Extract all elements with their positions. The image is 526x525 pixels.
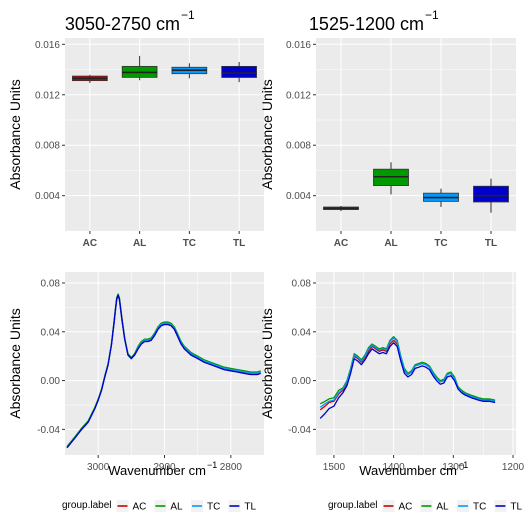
x-axis-label-c-text: Wavenumber cm [108, 463, 206, 478]
x-tick-labels-a: AC AL TC TL [83, 231, 245, 249]
x-tick-label: AL [384, 238, 397, 249]
x-tick-label: 1500 [323, 462, 346, 473]
y-tick-label: 0.004 [35, 191, 60, 202]
box-tl [473, 178, 509, 213]
y-tick-label: 0.012 [286, 90, 311, 101]
box-iqr [473, 185, 509, 203]
y-tick-labels-b: 0.004 0.008 0.012 0.016 [286, 40, 316, 202]
x-tick-label: TL [233, 238, 245, 249]
legend-label-tl: TL [510, 502, 522, 513]
x-tick-label: 2900 [153, 462, 176, 473]
x-tick-labels-d: 1500 1400 1300 1200 [323, 455, 525, 473]
chart-title-a-text: 3050-2750 cm [65, 14, 180, 34]
spectrum-lines-d [319, 336, 496, 419]
y-tick-label: 0.016 [286, 40, 311, 51]
legend-title-c: group.label [62, 500, 111, 511]
chart-title-b-text: 1525-1200 cm [309, 14, 424, 34]
box-al [121, 55, 158, 81]
legend-label-tl: TL [244, 502, 256, 513]
x-tick-label: 2800 [220, 462, 243, 473]
box-tl [221, 61, 257, 83]
legend-label-al: AL [170, 502, 183, 513]
spectrum-line-tc [319, 337, 496, 408]
x-tick-label: AL [133, 238, 146, 249]
box-tc [423, 188, 459, 208]
legend-title-d: group.label [328, 500, 377, 511]
y-tick-labels-d: -0.04 0.00 0.04 0.08 [288, 278, 316, 436]
x-tick-label: TC [434, 238, 447, 249]
x-tick-label: TL [485, 238, 497, 249]
y-tick-labels-c: -0.04 0.00 0.04 0.08 [37, 278, 65, 436]
spectrum-panel-c: -0.04 0.00 0.04 0.08 3000 2900 2800 Absorbanc… [7, 272, 264, 513]
chart-title-a: 3050-2750 cm −1 [65, 8, 195, 34]
x-tick-labels-b: AC AL TC TL [334, 231, 497, 249]
box-marks-b [323, 162, 509, 213]
y-tick-label: 0.04 [292, 327, 312, 338]
chart-title-b-superscript: −1 [425, 8, 439, 22]
x-tick-label: 1300 [442, 462, 465, 473]
spectrum-lines-c [66, 293, 261, 449]
x-tick-label: 1200 [502, 462, 525, 473]
y-tick-label: 0.00 [292, 376, 312, 387]
box-ac [323, 206, 359, 212]
legend-label-ac: AC [132, 502, 146, 513]
legend-label-tc: TC [207, 502, 220, 513]
x-axis-label-d: Wavenumber cm −1 [359, 460, 468, 478]
x-tick-label: AC [334, 238, 348, 249]
x-tick-label: TC [183, 238, 196, 249]
y-tick-labels-a: 0.004 0.008 0.012 0.016 [35, 40, 65, 202]
x-axis-label-d-text: Wavenumber cm [359, 463, 457, 478]
y-tick-label: 0.08 [292, 278, 312, 289]
box-ac [72, 74, 108, 84]
plot-panel-d [316, 272, 516, 455]
y-tick-label: 0.012 [35, 90, 60, 101]
grid-lines-d [316, 272, 516, 455]
x-tick-label: AC [83, 238, 97, 249]
chart-title-b: 1525-1200 cm −1 [309, 8, 439, 34]
spectrum-line-tl [66, 294, 261, 449]
legend-label-ac: AC [398, 502, 412, 513]
y-tick-label: 0.008 [35, 141, 60, 152]
box-al [373, 162, 409, 195]
y-tick-label: 0.008 [286, 141, 311, 152]
box-marks-a [72, 55, 257, 84]
x-tick-label: 3000 [87, 462, 110, 473]
legend-c: group.label AC AL TC TL [62, 500, 257, 513]
y-tick-label: -0.04 [37, 425, 60, 436]
x-axis-label-c: Wavenumber cm −1 [108, 460, 217, 478]
y-tick-label: 0.04 [41, 327, 61, 338]
box-tc [171, 63, 208, 79]
legend-label-tc: TC [473, 502, 486, 513]
x-tick-label: 1400 [382, 462, 405, 473]
x-axis-label-d-superscript: −1 [458, 460, 468, 470]
y-axis-label-b: Absorbance Units [259, 79, 275, 190]
y-axis-label-c: Absorbance Units [7, 308, 23, 419]
y-tick-label: 0.00 [41, 376, 61, 387]
y-tick-label: 0.08 [41, 278, 61, 289]
legend-label-al: AL [436, 502, 449, 513]
grid-lines-b [316, 38, 516, 231]
spectrum-line-tl [319, 342, 496, 419]
chart-title-a-superscript: −1 [181, 8, 195, 22]
grid-lines-c [65, 272, 264, 455]
y-axis-label-d: Absorbance Units [259, 308, 275, 419]
box-iqr [221, 65, 257, 78]
spectrum-panel-d: -0.04 0.00 0.04 0.08 1500 1400 1300 1200 Absor… [259, 272, 525, 513]
x-axis-label-c-superscript: −1 [207, 460, 217, 470]
y-tick-label: 0.004 [286, 191, 311, 202]
y-axis-label-a: Absorbance Units [7, 79, 23, 190]
y-tick-label: -0.04 [288, 425, 311, 436]
legend-d: group.label AC AL TC TL [328, 500, 523, 513]
y-tick-label: 0.016 [35, 40, 60, 51]
x-tick-labels-c: 3000 2900 2800 [87, 455, 242, 473]
